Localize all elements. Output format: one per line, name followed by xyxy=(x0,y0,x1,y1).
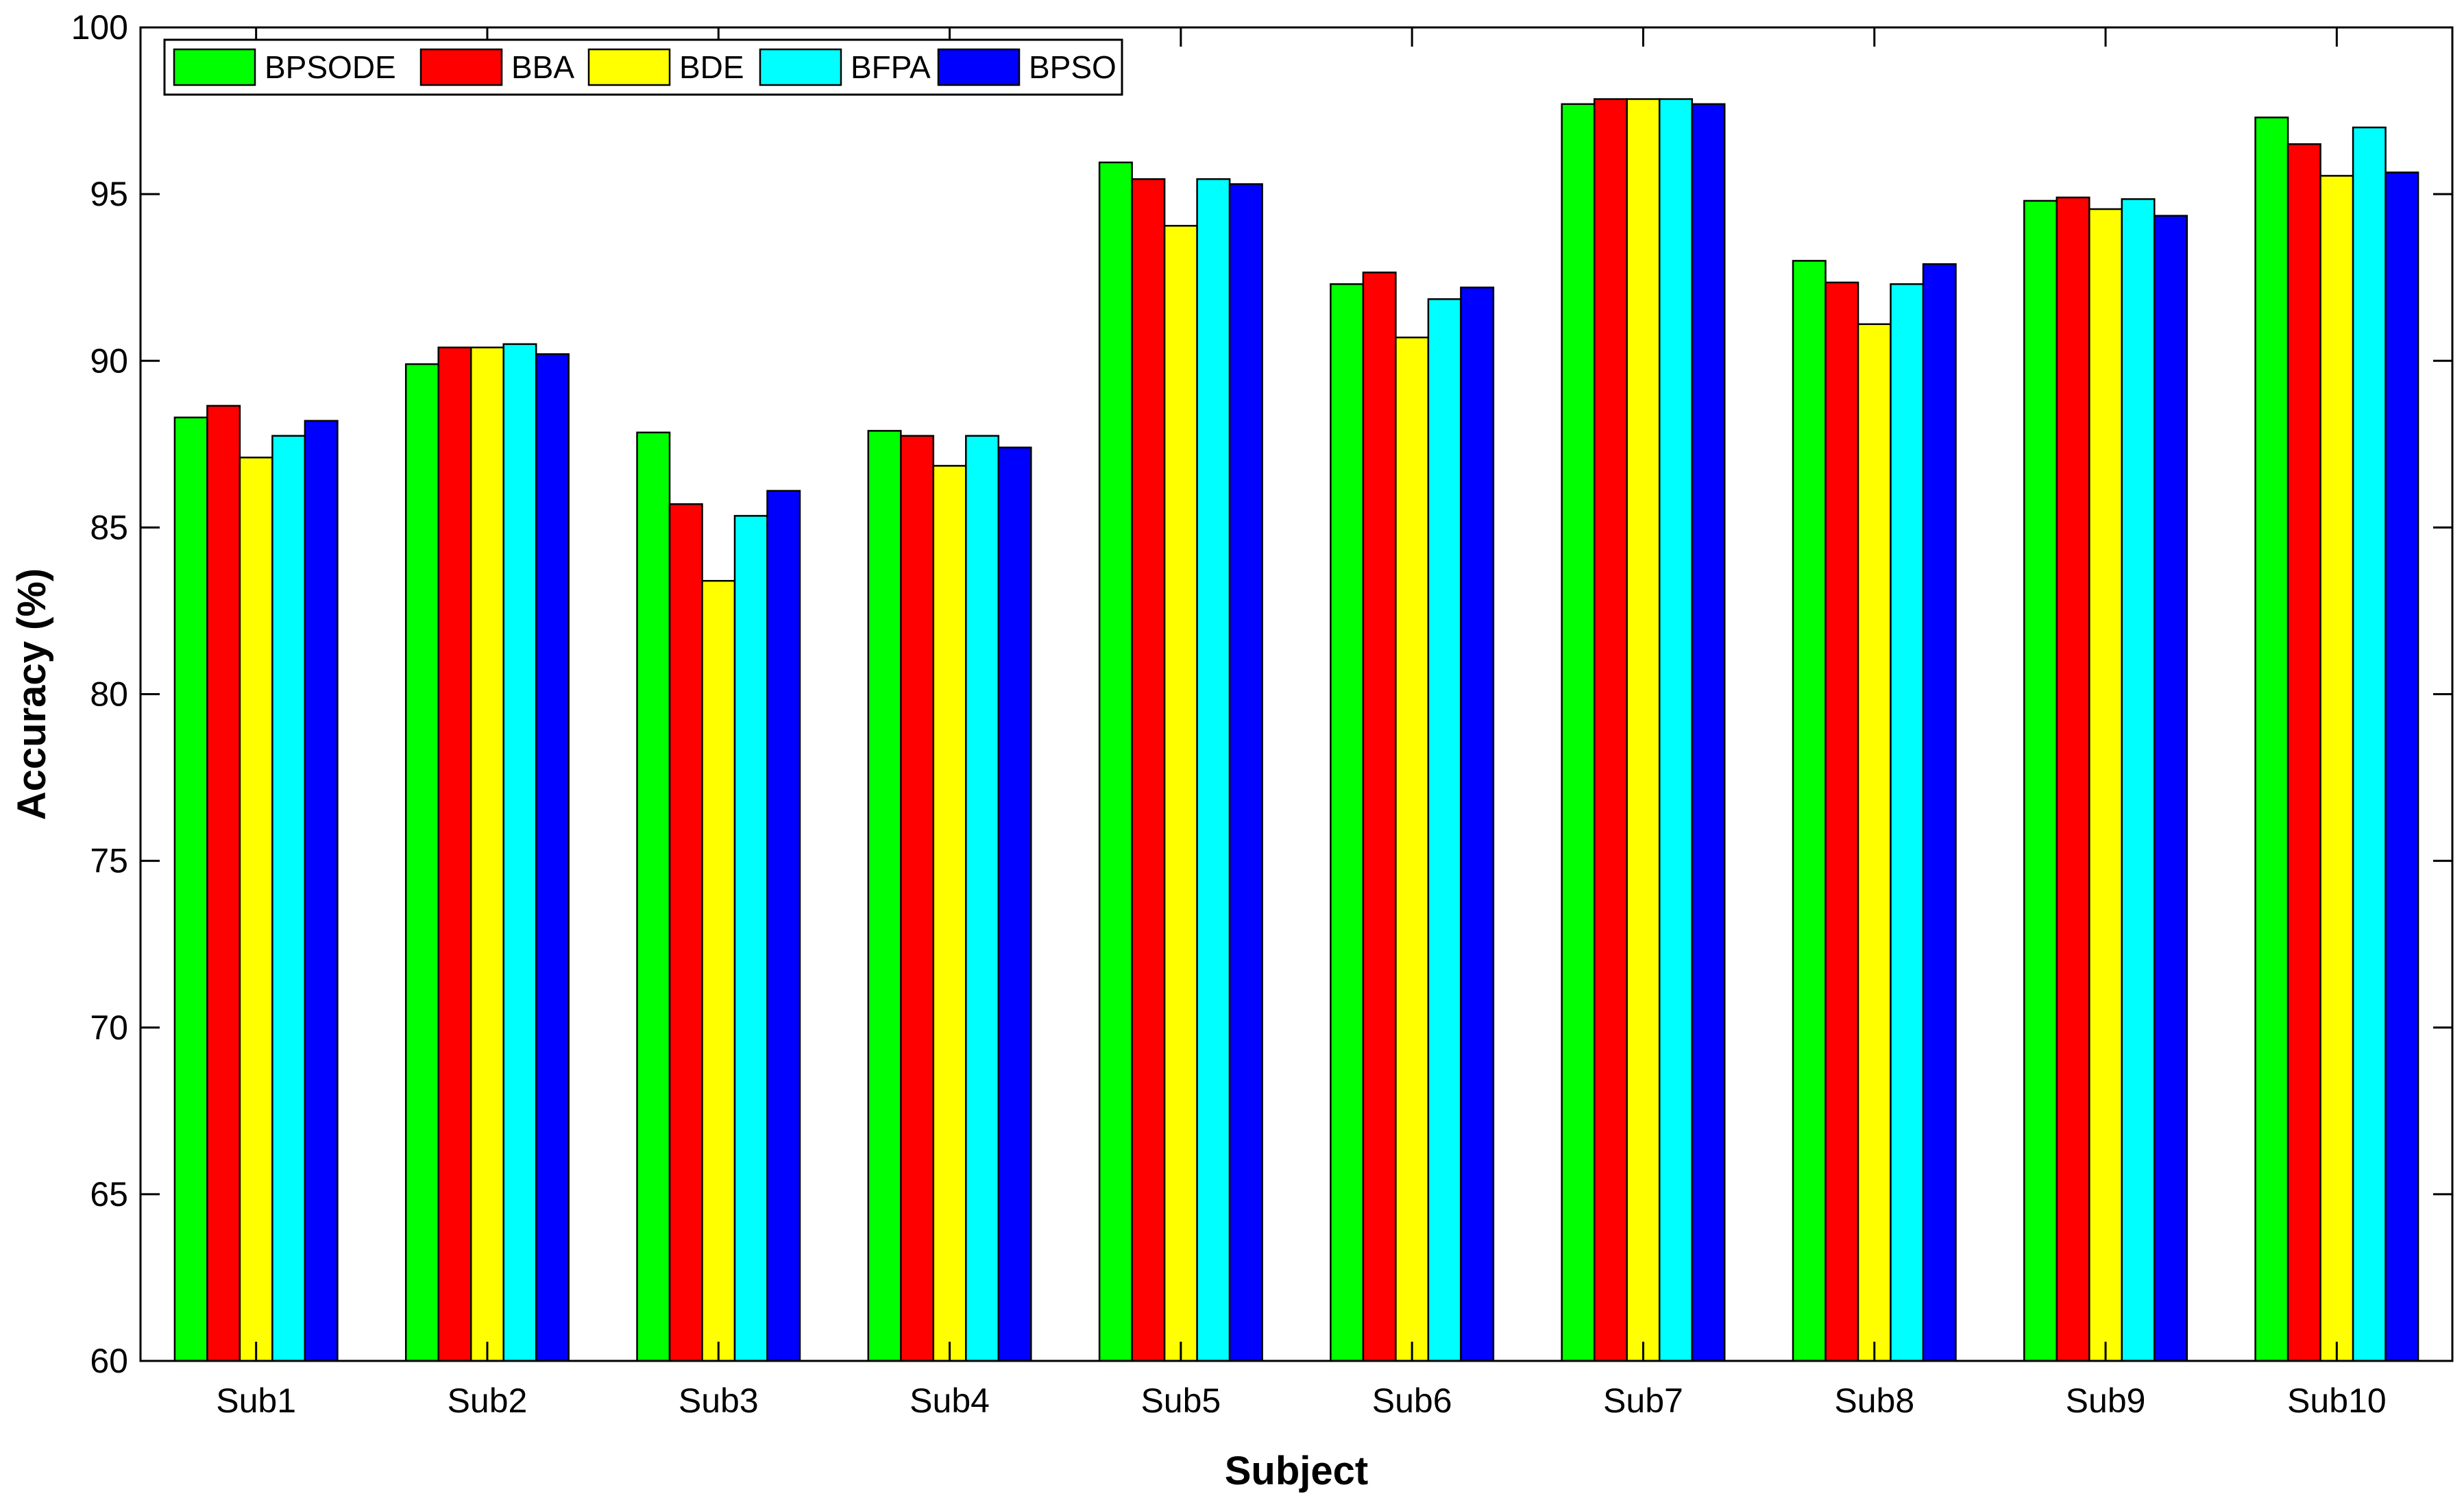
bar-bpsode-sub9 xyxy=(2023,200,2058,1362)
bar-bfpa-sub2 xyxy=(502,343,537,1362)
bar-bfpa-sub3 xyxy=(733,515,768,1362)
bar-bpsode-sub1 xyxy=(173,416,208,1362)
y-axis: 60 65 70 75 80 85 90 95 100 xyxy=(71,8,2452,1380)
bar-bde-sub9 xyxy=(2088,208,2123,1362)
y-axis-title: Accuracy (%) xyxy=(10,568,54,820)
bar-bpsode-sub6 xyxy=(1330,283,1365,1362)
y-tick-label: 85 xyxy=(90,508,128,546)
bar-bba-sub10 xyxy=(2286,143,2321,1362)
x-tick-label: Sub6 xyxy=(1372,1381,1452,1420)
bar-bde-sub8 xyxy=(1857,323,1892,1362)
bar-bfpa-sub10 xyxy=(2352,126,2387,1362)
x-tick-label: Sub3 xyxy=(679,1381,759,1420)
x-tick-label: Sub1 xyxy=(216,1381,296,1420)
bar-bpsode-sub2 xyxy=(404,363,439,1362)
bar-bba-sub3 xyxy=(668,503,703,1362)
x-tick-label: Sub4 xyxy=(910,1381,990,1420)
legend-label-bpsode: BPSODE xyxy=(265,49,396,85)
bar-bfpa-sub1 xyxy=(271,435,306,1362)
legend-swatch-bde xyxy=(587,48,671,86)
legend-swatch-bpso xyxy=(937,48,1021,86)
bar-bba-sub7 xyxy=(1593,98,1628,1362)
x-tick-label: Sub9 xyxy=(2066,1381,2146,1420)
legend-label-bpso: BPSO xyxy=(1029,49,1117,85)
legend-swatch-bfpa xyxy=(759,48,842,86)
x-tick-label: Sub5 xyxy=(1140,1381,1221,1420)
bar-bba-sub1 xyxy=(206,405,241,1362)
y-tick-label: 60 xyxy=(90,1342,128,1380)
bar-bpso-sub3 xyxy=(766,490,801,1362)
x-tick-label: Sub7 xyxy=(1603,1381,1683,1420)
bar-bpsode-sub4 xyxy=(867,430,902,1362)
y-tick-label: 100 xyxy=(71,8,128,47)
bar-bfpa-sub5 xyxy=(1196,178,1231,1362)
y-tick-label: 95 xyxy=(90,175,128,213)
bar-bpso-sub10 xyxy=(2384,171,2419,1362)
bar-bba-sub8 xyxy=(1825,281,1859,1362)
x-axis: Sub1 Sub2 Sub3 Sub4 Sub5 Sub6 Sub7 Sub8 Sub9 Sub1… xyxy=(216,27,2387,1420)
bar-bba-sub9 xyxy=(2056,196,2090,1362)
legend-label-bde: BDE xyxy=(679,49,744,85)
bar-bba-sub6 xyxy=(1362,271,1397,1362)
y-tick-label: 65 xyxy=(90,1175,128,1214)
bar-bde-sub10 xyxy=(2319,175,2354,1362)
bars-group xyxy=(173,98,2419,1362)
bar-bpsode-sub8 xyxy=(1792,260,1827,1362)
legend-label-bba: BBA xyxy=(511,49,574,85)
y-tick-label: 90 xyxy=(90,341,128,380)
bar-bpso-sub7 xyxy=(1691,103,1726,1362)
legend-label-bfpa: BFPA xyxy=(851,49,931,85)
bar-bba-sub5 xyxy=(1131,178,1166,1362)
x-tick-label: Sub10 xyxy=(2287,1381,2387,1420)
bar-bpsode-sub7 xyxy=(1561,103,1596,1362)
bar-bde-sub5 xyxy=(1163,225,1198,1362)
bar-bpso-sub1 xyxy=(304,420,339,1362)
bar-bpso-sub5 xyxy=(1228,183,1263,1362)
bar-bpsode-sub10 xyxy=(2254,117,2289,1362)
x-tick-label: Sub8 xyxy=(1834,1381,1914,1420)
bar-bba-sub4 xyxy=(900,435,935,1362)
legend-swatch-bba xyxy=(419,48,503,86)
bar-bpso-sub2 xyxy=(535,353,570,1362)
bar-bpso-sub9 xyxy=(2154,215,2188,1362)
bar-bfpa-sub9 xyxy=(2121,198,2156,1362)
bar-bfpa-sub4 xyxy=(965,435,1000,1362)
bar-bde-sub6 xyxy=(1395,336,1430,1362)
bar-bpso-sub4 xyxy=(997,446,1032,1362)
bar-bde-sub1 xyxy=(239,457,273,1362)
bar-bde-sub4 xyxy=(932,465,967,1362)
bar-bfpa-sub8 xyxy=(1890,283,1925,1362)
bar-bfpa-sub7 xyxy=(1658,98,1693,1362)
bar-bde-sub7 xyxy=(1626,98,1661,1362)
legend-swatch-bpsode xyxy=(173,48,256,86)
bar-bpso-sub6 xyxy=(1460,287,1495,1362)
bar-bfpa-sub6 xyxy=(1427,298,1462,1362)
legend: BPSODE BBA BDE BFPA BPSO xyxy=(163,38,1123,96)
y-tick-label: 70 xyxy=(90,1009,128,1047)
y-tick-label: 80 xyxy=(90,675,128,714)
y-tick-label: 75 xyxy=(90,842,128,880)
x-axis-title: Subject xyxy=(1225,1449,1369,1493)
bar-bpsode-sub5 xyxy=(1098,161,1133,1362)
x-tick-label: Sub2 xyxy=(448,1381,528,1420)
bar-bde-sub2 xyxy=(469,346,504,1362)
bar-bpsode-sub3 xyxy=(636,431,671,1362)
bar-bba-sub2 xyxy=(437,346,472,1362)
bar-bpso-sub8 xyxy=(1922,263,1957,1362)
bar-bde-sub3 xyxy=(701,579,736,1362)
